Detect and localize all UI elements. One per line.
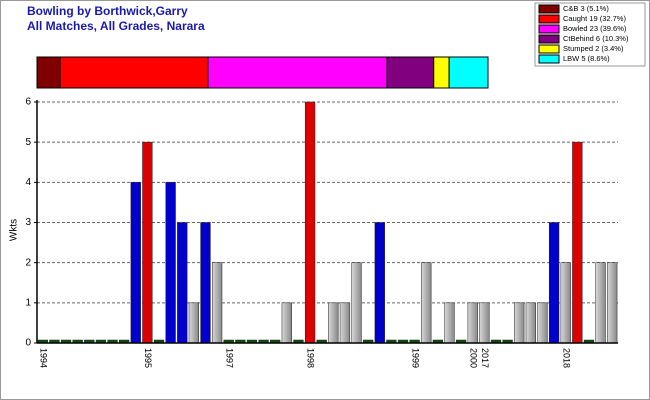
- bar: [525, 302, 536, 344]
- x-tick-label: 2018: [561, 348, 571, 368]
- chart-title: Bowling by Borthwick,Garry: [27, 4, 188, 18]
- bar: [374, 222, 385, 344]
- legend-swatch: [538, 14, 560, 24]
- legend-swatch: [538, 4, 560, 14]
- bar: [479, 302, 490, 344]
- bar: [211, 262, 223, 344]
- dismissal-segment: [386, 56, 435, 89]
- bar: [560, 262, 571, 344]
- chart-subtitle: All Matches, All Grades, Narara: [27, 19, 205, 33]
- dismissal-segment: [448, 56, 489, 89]
- bar: [548, 222, 560, 344]
- legend-swatch: [538, 34, 560, 44]
- bar: [165, 182, 176, 344]
- x-tick-label: 1995: [143, 348, 153, 368]
- x-tick-label: 1998: [306, 348, 316, 368]
- x-tick-label: 1994: [38, 348, 48, 368]
- bar: [421, 262, 432, 344]
- y-tick-label: 4: [25, 177, 31, 188]
- x-tick-label: 1997: [224, 348, 234, 368]
- x-tick-label: 2000: [468, 348, 478, 368]
- dismissal-segment: [207, 56, 388, 89]
- bar: [200, 222, 211, 344]
- bar: [339, 302, 351, 344]
- dismissal-segment: [433, 56, 450, 89]
- y-tick-label: 3: [25, 217, 31, 228]
- bar: [328, 302, 339, 344]
- dismissal-segment: [36, 56, 61, 89]
- bar: [130, 182, 141, 344]
- bar: [281, 302, 292, 344]
- bar: [304, 101, 316, 344]
- bar: [467, 302, 478, 344]
- legend-label: Stumped 2 (3.4%): [563, 44, 624, 53]
- legend-swatch: [538, 44, 560, 54]
- legend-swatch: [538, 54, 560, 64]
- bar: [537, 302, 548, 344]
- bar: [607, 262, 618, 344]
- bar: [177, 222, 188, 344]
- y-tick-label: 0: [25, 338, 31, 349]
- y-tick-label: 6: [25, 97, 31, 108]
- y-tick-label: 2: [25, 257, 31, 268]
- bar: [142, 141, 153, 344]
- bar: [514, 302, 525, 344]
- dismissal-segment: [59, 56, 209, 89]
- legend-label: CtBehind 6 (10.3%): [563, 34, 629, 43]
- bar: [595, 262, 606, 344]
- legend-label: Bowled 23 (39.6%): [563, 24, 627, 33]
- legend-label: LBW 5 (8.6%): [563, 54, 610, 63]
- x-tick-label: 1999: [410, 348, 420, 368]
- bar: [188, 302, 200, 344]
- legend-label: C&B 3 (5.1%): [563, 4, 609, 13]
- legend-label: Caught 19 (32.7%): [563, 14, 626, 23]
- bar: [444, 302, 455, 344]
- y-tick-label: 1: [25, 297, 31, 308]
- y-tick-label: 5: [25, 137, 31, 148]
- y-axis-label: Wkts: [9, 219, 20, 241]
- legend-swatch: [538, 24, 560, 34]
- x-tick-label: 2017: [480, 348, 490, 368]
- bar: [572, 141, 583, 344]
- bar: [351, 262, 362, 344]
